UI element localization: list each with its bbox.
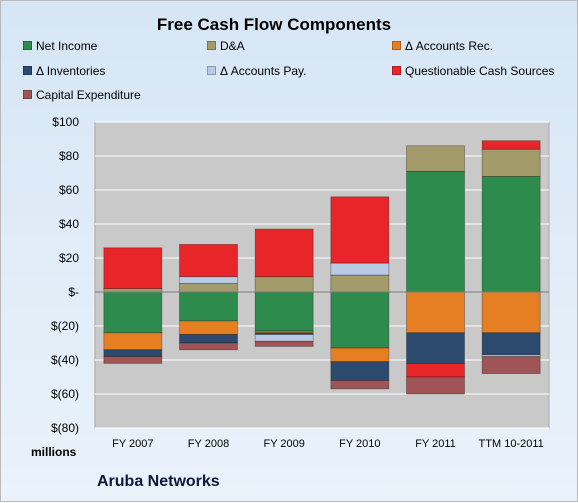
y-tick-label: $(80) — [51, 421, 79, 435]
bar-segment — [330, 262, 390, 276]
y-tick-label: $20 — [59, 251, 79, 265]
bar-segment — [330, 361, 390, 381]
bar-segment — [254, 276, 314, 293]
legend-item-inventories: Δ Inventories — [23, 64, 105, 78]
bar-segment — [481, 175, 541, 293]
bar-segment — [406, 291, 465, 334]
bar-segment — [481, 332, 541, 356]
y-tick-label: $(40) — [51, 353, 79, 367]
bar-segment — [406, 332, 465, 364]
bar-segment — [103, 349, 163, 357]
bar-segment — [330, 274, 390, 293]
bar-segment — [179, 320, 238, 335]
legend-swatch — [207, 41, 216, 50]
x-tick-label: FY 2011 — [415, 438, 456, 450]
bar-segment — [254, 291, 314, 332]
legend-label: Capital Expenditure — [36, 88, 141, 102]
bar-segment — [330, 291, 390, 349]
bar-segment — [330, 379, 390, 390]
y-tick-label: $40 — [59, 217, 79, 231]
legend-label: Net Income — [36, 39, 98, 53]
plot-background — [94, 121, 550, 429]
x-tick-label: FY 2009 — [263, 438, 304, 450]
bar-segment — [254, 228, 314, 278]
bar-segment — [179, 291, 238, 322]
legend-swatch — [23, 90, 32, 99]
bar-segment — [179, 334, 238, 344]
legend-swatch — [23, 66, 32, 75]
y-tick-label: $(60) — [51, 387, 79, 401]
legend-swatch — [392, 66, 401, 75]
x-tick-label: TTM 10-2011 — [479, 438, 544, 450]
bar-segment — [179, 243, 238, 278]
bar-segment — [481, 140, 541, 150]
bar-segment — [481, 148, 541, 177]
bar-segment — [103, 356, 163, 364]
bar-segment — [254, 340, 314, 347]
legend-item-accounts-pay: Δ Accounts Pay. — [207, 64, 307, 78]
y-tick-label: $80 — [59, 149, 79, 163]
chart-title: Free Cash Flow Components — [156, 15, 392, 34]
legend-item-net-income: Net Income — [23, 39, 97, 53]
bar-segment — [481, 356, 541, 375]
bar-segment — [179, 342, 238, 351]
bar-segment — [406, 376, 465, 395]
legend-label: Δ Inventories — [36, 64, 106, 78]
legend-label: Δ Accounts Rec. — [405, 39, 494, 53]
legend-item-capital-expenditure: Capital Expenditure — [23, 88, 141, 102]
bar-segment — [103, 291, 163, 334]
bar-segment — [406, 362, 465, 378]
bar-segment — [179, 283, 238, 293]
legend-label: Questionable Cash Sources — [405, 64, 555, 78]
legend-label: D&A — [220, 39, 245, 53]
legend-swatch — [392, 41, 401, 50]
bar-segment — [481, 291, 541, 334]
x-tick-label: FY 2008 — [188, 438, 229, 450]
bar-segment — [179, 276, 238, 284]
bar-segment — [103, 288, 163, 293]
bar-segment — [330, 196, 390, 264]
bar-segment — [103, 247, 163, 290]
y-tick-label: $60 — [59, 183, 79, 197]
bar-segment — [406, 145, 465, 172]
x-tick-label: FY 2007 — [112, 438, 153, 450]
legend-item-accounts-rec: Δ Accounts Rec. — [392, 39, 493, 53]
x-tick-label: FY 2010 — [339, 438, 380, 450]
company-name: Aruba Networks — [97, 473, 220, 490]
y-tick-label: $100 — [52, 115, 79, 129]
legend-item-questionable-cash: Questionable Cash Sources — [392, 64, 554, 78]
y-tick-label: $(20) — [51, 319, 79, 333]
legend-swatch — [23, 41, 32, 50]
y-tick-label: $- — [68, 285, 79, 299]
bar-segment — [103, 332, 163, 351]
units-label: millions — [31, 445, 77, 459]
legend-swatch — [207, 66, 216, 75]
bar-segment — [254, 334, 314, 342]
legend-item-d-and-a: D&A — [207, 39, 245, 53]
legend-label: Δ Accounts Pay. — [220, 64, 307, 78]
bar-segment — [330, 347, 390, 363]
bar-segment — [406, 170, 465, 293]
